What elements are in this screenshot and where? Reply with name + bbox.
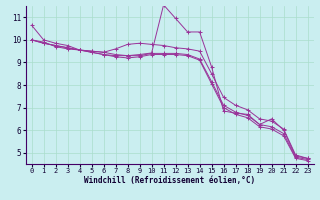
X-axis label: Windchill (Refroidissement éolien,°C): Windchill (Refroidissement éolien,°C) bbox=[84, 176, 255, 185]
